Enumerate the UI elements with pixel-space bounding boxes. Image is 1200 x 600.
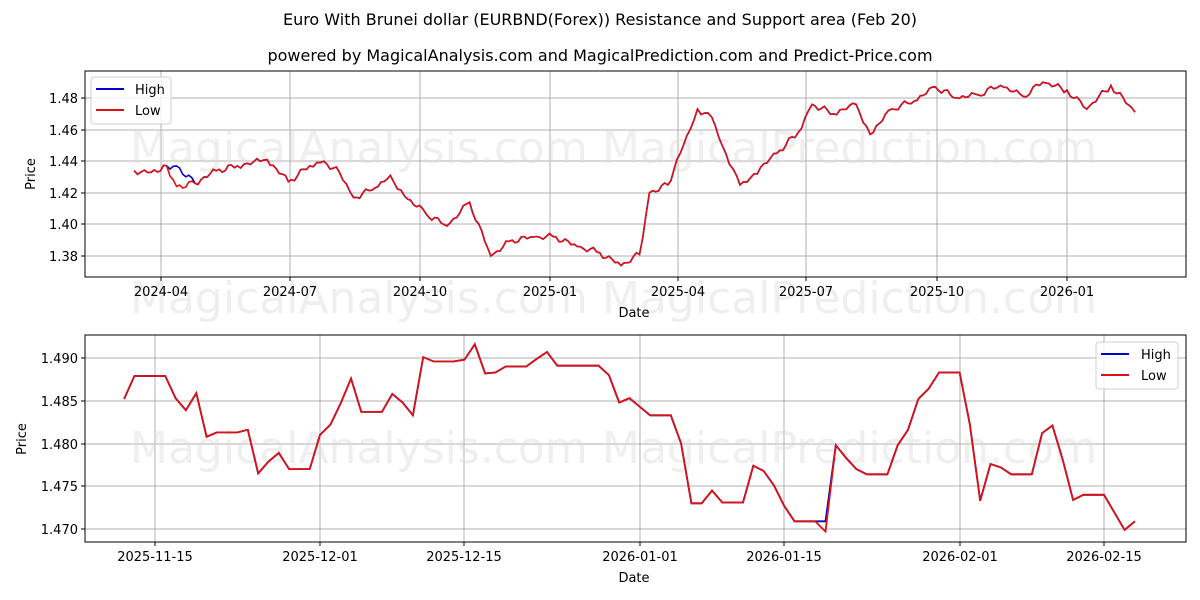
top-x-axis-label: Date (618, 306, 649, 321)
svg-text:2026-01-15: 2026-01-15 (746, 550, 822, 565)
svg-text:2026-02-15: 2026-02-15 (1066, 550, 1142, 565)
svg-text:2024-10: 2024-10 (393, 285, 447, 300)
top-axes-frame (84, 70, 1187, 278)
chart-title: Euro With Brunei dollar (EURBND(Forex)) … (282, 10, 918, 29)
svg-text:1.480: 1.480 (41, 438, 78, 453)
top-grid (85, 71, 1186, 277)
svg-text:1.46: 1.46 (49, 124, 78, 139)
svg-text:1.490: 1.490 (41, 352, 78, 367)
top-ticks: 2024-04 2024-07 2024-10 2025-01 2025-04 2025-… (49, 92, 1094, 300)
legend-low-label: Low (135, 104, 161, 119)
top-legend: High Low (90, 76, 172, 125)
svg-text:2025-12-15: 2025-12-15 (426, 550, 502, 565)
bottom-axes-frame (84, 334, 1187, 543)
watermark-prediction-2: MagicalPrediction.com (602, 273, 1097, 324)
svg-text:1.470: 1.470 (41, 523, 78, 538)
watermark-prediction: MagicalPrediction.com (602, 123, 1097, 174)
svg-text:2026-01: 2026-01 (1040, 285, 1094, 300)
legend-high-label: High (135, 83, 165, 98)
svg-text:1.48: 1.48 (49, 92, 78, 107)
top-panel: MagicalAnalysis.com MagicalPrediction.co… (24, 70, 1187, 324)
top-y-axis-label: Price (24, 158, 39, 190)
legend-high-label-2: High (1141, 348, 1171, 363)
bottom-y-axis-label: Price (15, 423, 30, 455)
bottom-ticks: 2025-11-15 2025-12-01 2025-12-15 2026-01-01… (41, 352, 1142, 565)
svg-text:2025-07: 2025-07 (779, 285, 833, 300)
bottom-low-line (123, 342, 1136, 534)
svg-text:2025-10: 2025-10 (910, 285, 964, 300)
svg-text:1.40: 1.40 (49, 218, 78, 233)
svg-text:2026-02-01: 2026-02-01 (922, 550, 998, 565)
svg-text:2025-11-15: 2025-11-15 (117, 550, 193, 565)
svg-text:1.44: 1.44 (49, 155, 78, 170)
svg-text:2024-07: 2024-07 (263, 285, 317, 300)
bottom-panel: MagicalAnalysis.com MagicalPrediction.co… (15, 334, 1187, 586)
watermark-analysis-2: MagicalAnalysis.com (130, 273, 588, 324)
svg-text:2026-01-01: 2026-01-01 (602, 550, 678, 565)
svg-text:1.485: 1.485 (41, 395, 78, 410)
svg-text:1.475: 1.475 (41, 480, 78, 495)
svg-text:2025-01: 2025-01 (523, 285, 577, 300)
svg-text:2025-12-01: 2025-12-01 (282, 550, 358, 565)
bottom-grid (85, 335, 1186, 542)
top-low-line (133, 81, 1136, 267)
svg-text:2024-04: 2024-04 (134, 285, 188, 300)
legend-low-label-2: Low (1141, 369, 1167, 384)
watermark-analysis-3: MagicalAnalysis.com (130, 423, 588, 474)
bottom-legend: High Low (1095, 341, 1179, 390)
svg-text:2025-04: 2025-04 (651, 285, 705, 300)
watermark-analysis: MagicalAnalysis.com (130, 123, 588, 174)
svg-text:1.38: 1.38 (49, 250, 78, 265)
bottom-x-axis-label: Date (618, 571, 649, 586)
svg-text:1.42: 1.42 (49, 187, 78, 202)
chart-subtitle: powered by MagicalAnalysis.com and Magic… (267, 46, 933, 65)
